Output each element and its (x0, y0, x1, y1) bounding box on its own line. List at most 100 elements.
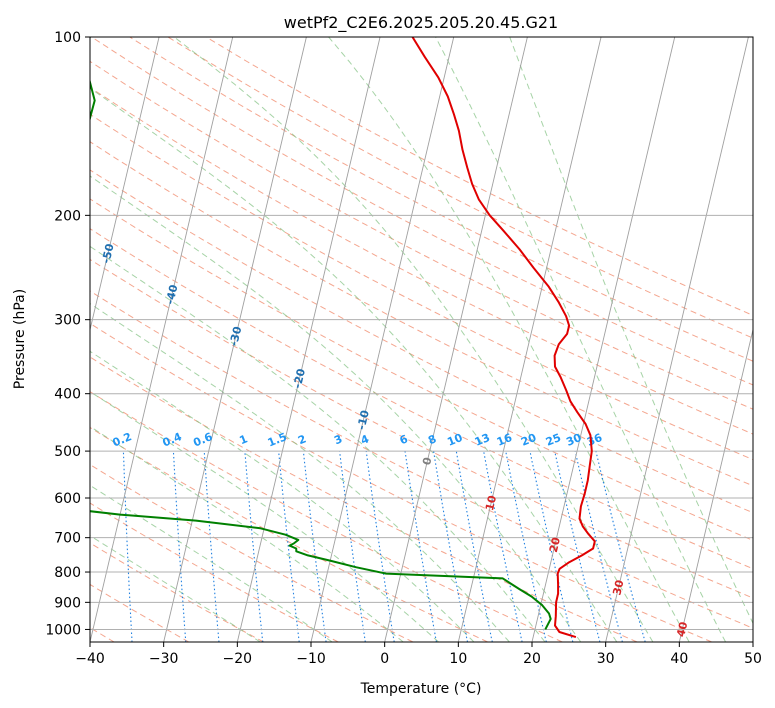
dry-adiabat (90, 169, 753, 514)
mixing-ratio-label: 20 (519, 431, 538, 449)
isotherm-label: -20 (291, 367, 308, 390)
x-axis-title: Temperature (°C) (360, 681, 482, 697)
mixing-ratio-label: 30 (564, 431, 583, 449)
mixing-ratio-label: 16 (495, 431, 514, 449)
y-tick-label: 500 (54, 444, 81, 460)
moist-adiabat (90, 87, 618, 642)
mixing-ratio-label: 25 (544, 431, 563, 449)
x-axis: −40 −30 −20 −10 0 10 20 30 40 50 (75, 642, 762, 667)
mixing-ratio-line (122, 451, 133, 642)
moist-adiabat (509, 37, 753, 625)
mixing-ratio-line (365, 451, 395, 642)
x-tick-label: −10 (296, 651, 326, 667)
mixing-ratio-line (455, 451, 493, 642)
moist-adiabat (328, 37, 690, 642)
mixing-ratio-line (554, 450, 601, 642)
moist-adiabat (173, 37, 654, 642)
dry-adiabat (90, 322, 712, 642)
y-tick-label: 900 (54, 595, 81, 611)
label-layer: -100-90-80-70-60-50-40-30-20-10010203040… (36, 200, 690, 638)
isotherm-line (605, 37, 749, 642)
x-tick-label: −40 (75, 651, 105, 667)
mixing-ratio-line (529, 450, 574, 642)
isotherm-line (0, 37, 12, 642)
y-axis: 100 200 300 400 500 600 700 800 900 1000 (45, 30, 90, 638)
dry-adiabat (90, 583, 190, 642)
series-layer (90, 37, 596, 639)
mixing-ratio-line (203, 451, 220, 642)
x-tick-label: −20 (223, 651, 253, 667)
moist-adiabat (90, 303, 510, 642)
y-tick-label: 200 (54, 208, 81, 224)
plot-frame (89, 36, 754, 643)
moist-adiabat (90, 391, 439, 642)
dry-adiabat (90, 391, 563, 642)
dry-adiabat (205, 37, 753, 316)
isotherm-label: -60 (36, 200, 53, 223)
isotherm-label: 40 (674, 620, 690, 638)
mixing-ratio-line (505, 450, 547, 642)
isotherm-line (236, 37, 381, 642)
moist-adiabat (90, 175, 582, 642)
isotherm-label: -40 (163, 283, 180, 306)
mixing-ratio-label: 10 (445, 431, 464, 449)
isotherm-line (90, 37, 234, 642)
dry-adiabat (90, 141, 753, 487)
mixing-ratio-label: 13 (473, 431, 492, 449)
y-tick-label: 300 (54, 313, 81, 329)
mixing-ratio-line (595, 450, 646, 642)
mixing-ratio-label: 0.6 (191, 430, 214, 449)
x-tick-label: 50 (744, 651, 762, 667)
x-tick-label: 10 (449, 651, 467, 667)
mixing-ratio-line (172, 451, 187, 642)
mixing-ratio-line (404, 451, 437, 642)
y-tick-label: 100 (54, 30, 81, 46)
dry-adiabat (90, 502, 339, 642)
isotherm-line (310, 37, 455, 642)
moist-adiabat (90, 535, 261, 642)
mixing-ratio-label: 2 (296, 432, 308, 447)
y-tick-label: 700 (54, 531, 81, 547)
isotherm-line (90, 37, 160, 332)
dry-adiabat (90, 258, 753, 599)
isotherm-label: 10 (483, 494, 499, 512)
mixing-ratio-label: 1.5 (266, 430, 289, 449)
mixing-ratio-line (278, 451, 300, 642)
x-tick-label: −30 (149, 651, 179, 667)
isotherm-line (384, 37, 528, 642)
mixing-ratio-label: 3 (332, 432, 344, 447)
y-axis-title: Pressure (hPa) (12, 289, 28, 389)
background-lines (90, 37, 753, 642)
isotherm-line (163, 37, 307, 642)
mixing-ratio-label: 6 (398, 432, 410, 447)
dry-adiabat (90, 228, 753, 570)
x-tick-label: 0 (380, 651, 389, 667)
moist-adiabat (435, 37, 727, 642)
moist-adiabat (90, 484, 333, 642)
isotherm-label: -30 (227, 325, 244, 348)
chart-title: wetPf2_C2E6.2025.205.20.45.G21 (284, 13, 558, 33)
grid-lines (0, 37, 753, 642)
mixing-ratio-label: 0.2 (111, 430, 134, 449)
isotherm-label: -50 (99, 242, 116, 265)
isotherm-line (457, 37, 602, 642)
isotherm-label: 0 (420, 456, 434, 467)
mixing-ratio-label: 0.4 (161, 430, 184, 449)
isotherm-line (752, 640, 753, 642)
dry-adiabat (90, 198, 753, 541)
y-tick-label: 600 (54, 491, 81, 507)
dry-adiabat (90, 542, 264, 642)
temperature-profile (411, 37, 596, 639)
mixing-ratio-line (339, 451, 366, 642)
mixing-ratio-label: 8 (426, 432, 438, 447)
moist-adiabat (90, 350, 475, 642)
y-tick-label: 1000 (45, 622, 81, 638)
dry-adiabat (90, 290, 753, 629)
isotherm-line (531, 37, 676, 642)
dry-adiabat (90, 426, 488, 642)
mixing-ratio-label: 4 (359, 432, 371, 447)
mixing-ratio-line (302, 451, 327, 642)
isotherm-label: 20 (547, 536, 563, 554)
isotherm-label: -10 (355, 409, 372, 432)
